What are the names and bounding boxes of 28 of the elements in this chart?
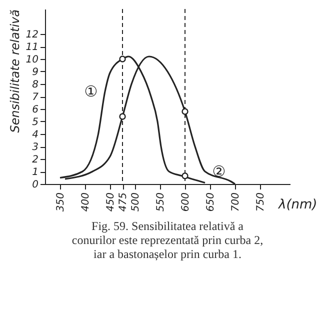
- x-tick-label: 700: [230, 192, 242, 212]
- y-tick-label: 10: [26, 54, 38, 66]
- y-axis-title: Sensibilitate relativă: [8, 10, 22, 133]
- y-tick-label: 7: [32, 92, 40, 103]
- x-tick-label: 600: [180, 192, 192, 212]
- x-tick-label: 650: [206, 192, 216, 212]
- series-label: ②: [212, 162, 226, 180]
- x-tick-label: 400: [80, 192, 92, 212]
- x-axis-title: λ(nm): [278, 198, 318, 212]
- y-tick-label: 1: [32, 167, 38, 178]
- y-tick-label: 4: [32, 130, 38, 140]
- y-tick-label: 12: [26, 30, 38, 40]
- y-tick-label: 0: [32, 180, 38, 190]
- y-tick-label: 2: [32, 154, 38, 166]
- y-tick-label: 9: [32, 67, 38, 78]
- y-tick-label: 5: [32, 117, 38, 128]
- x-tick-label: 750: [256, 192, 266, 212]
- y-tick-label: 6: [32, 104, 38, 116]
- x-tick-label: 550: [156, 192, 166, 212]
- y-tick-label: 8: [32, 80, 38, 90]
- x-tick-label: 500: [130, 192, 142, 212]
- x-tick-label: 450: [106, 192, 116, 212]
- y-tick-label: 3: [32, 142, 38, 153]
- y-tick-label: 11: [26, 42, 38, 53]
- x-tick-label: 350: [56, 192, 66, 212]
- x-tick-label: 475: [118, 192, 129, 212]
- series-label: ①: [84, 82, 98, 100]
- caption: Fig. 59. Sensibilitatea relativă a conurilor este reprezentată prin curba 2, iar a bastonașelor prin curba 1.: [72, 219, 264, 262]
